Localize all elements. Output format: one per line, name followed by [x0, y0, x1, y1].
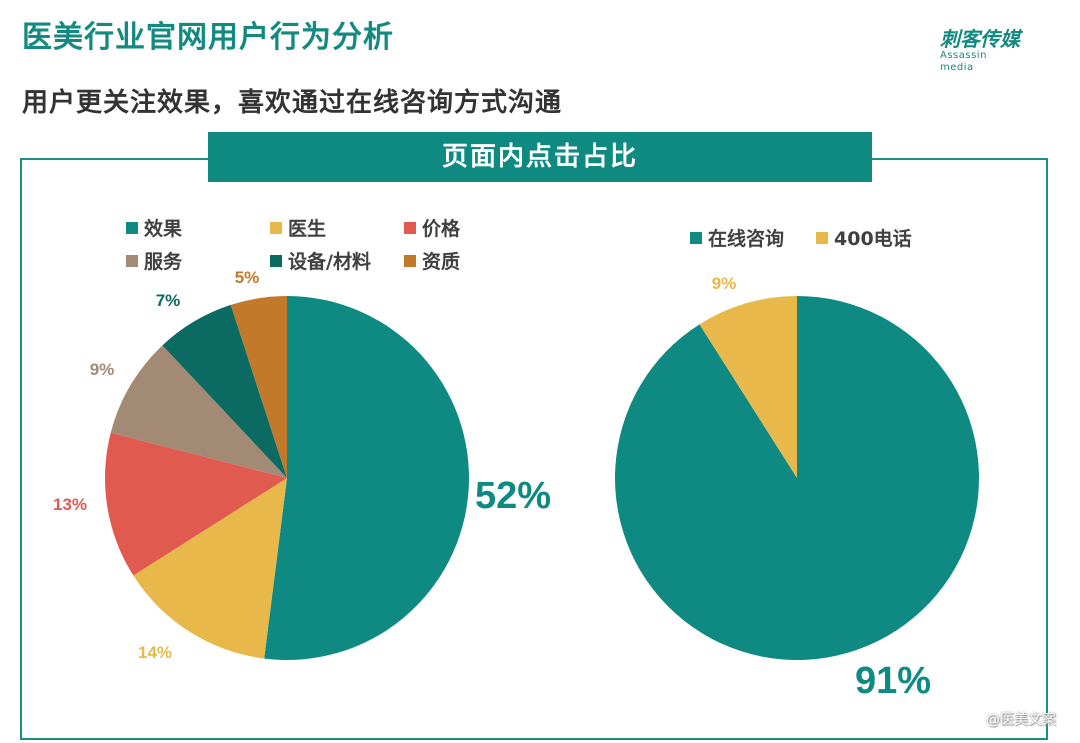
legend-item: 服务: [126, 247, 262, 274]
legend-item: 在线咨询: [690, 224, 808, 251]
legend-label: 设备/材料: [288, 251, 371, 273]
pie-slice: [162, 304, 287, 478]
pie-slice: [264, 296, 469, 660]
legend-label: 价格: [422, 218, 461, 240]
pie-value-label: 52%: [475, 475, 551, 517]
legend-label: 医生: [288, 218, 327, 240]
legend-swatch-icon: [126, 254, 138, 267]
brand-logo: 刺客传媒 Assassin media: [940, 27, 1020, 73]
legend-label: 效果: [144, 218, 183, 240]
pie-slice: [699, 296, 797, 478]
pie-value-label: 7%: [156, 291, 181, 310]
legend-swatch-icon: [404, 221, 416, 234]
pie-value-label: 9%: [712, 274, 737, 293]
legend-swatch-icon: [126, 221, 138, 234]
page-subtitle: 用户更关注效果，喜欢通过在线咨询方式沟通: [22, 88, 563, 118]
legend-item: 资质: [404, 247, 504, 274]
pie-value-label: 9%: [90, 360, 115, 379]
pie-value-label: 13%: [53, 495, 87, 514]
legend-swatch-icon: [404, 254, 416, 267]
logo-cn-text: 刺客传媒: [940, 27, 1020, 51]
right-pie-legend: 在线咨询 400电话: [690, 224, 936, 251]
pie-slice: [110, 345, 287, 478]
pie-slice: [230, 296, 287, 478]
pie-value-label: 14%: [138, 643, 172, 662]
page-title: 医美行业官网用户行为分析: [22, 20, 394, 55]
right-pie-chart: [615, 296, 979, 660]
left-pie-chart: [105, 296, 469, 660]
logo-en-text: Assassin media: [940, 50, 987, 73]
pie-value-label: 91%: [855, 660, 931, 702]
legend-item: 设备/材料: [270, 247, 396, 274]
legend-swatch-icon: [690, 231, 702, 244]
pie-value-label: 5%: [235, 268, 260, 287]
watermark: @医美文案: [986, 712, 1056, 728]
legend-item: 医生: [270, 214, 396, 241]
legend-label: 服务: [144, 251, 183, 273]
legend-label: 在线咨询: [708, 228, 785, 250]
legend-item: 400电话: [816, 224, 936, 251]
pie-slice: [105, 432, 287, 576]
legend-swatch-icon: [270, 221, 282, 234]
legend-swatch-icon: [816, 231, 828, 244]
legend-item: 效果: [126, 214, 262, 241]
legend-label: 400电话: [834, 228, 912, 250]
section-banner: 页面内点击占比: [208, 132, 872, 182]
pie-slice: [133, 478, 287, 659]
left-pie-legend: 效果 医生 价格服务 设备/材料 资质: [126, 214, 504, 274]
pie-data-labels: 52% 14% 13% 9% 7% 5% 91% 9%: [53, 268, 931, 702]
legend-item: 价格: [404, 214, 504, 241]
legend-label: 资质: [422, 251, 461, 273]
legend-swatch-icon: [270, 254, 282, 267]
